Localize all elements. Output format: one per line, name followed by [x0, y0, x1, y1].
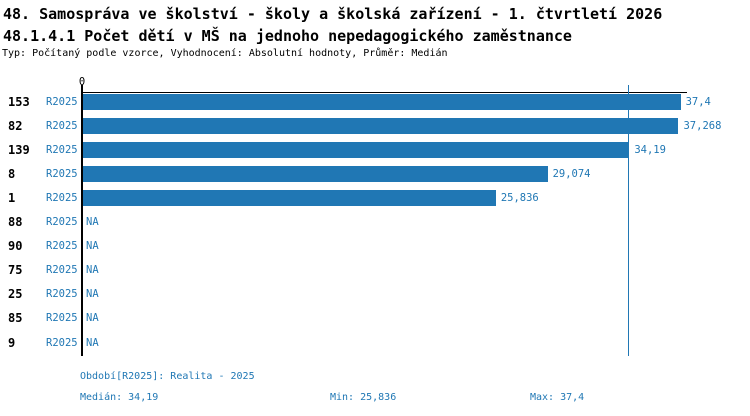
chart-row: 85 R2025 NA: [0, 306, 750, 330]
bar-value-label: 37,4: [685, 95, 711, 108]
chart-row: 1 R2025 25,836: [0, 186, 750, 210]
row-period-label: R2025: [46, 336, 78, 349]
na-value-label: NA: [86, 336, 99, 349]
value-bar: [83, 189, 496, 206]
row-period-label: R2025: [46, 264, 78, 277]
footer-max-stat: Max: 37,4: [530, 392, 585, 403]
row-period-label: R2025: [46, 240, 78, 253]
chart-row: 88 R2025 NA: [0, 210, 750, 234]
bar-value-label: 29,074: [552, 167, 591, 180]
row-id-label: 153: [8, 94, 30, 109]
chart-row: 153 R2025 37,4: [0, 90, 750, 114]
x-axis-line: [80, 91, 687, 93]
row-id-label: 8: [8, 166, 16, 181]
row-id-label: 9: [8, 335, 16, 350]
row-period-label: R2025: [46, 119, 78, 132]
row-id-label: 82: [8, 118, 23, 133]
row-id-label: 85: [8, 311, 23, 326]
row-period-label: R2025: [46, 312, 78, 325]
bar-value-label: 25,836: [500, 191, 539, 204]
row-id-label: 90: [8, 239, 23, 254]
value-bar: [83, 93, 681, 110]
footer-period-legend: Období[R2025]: Realita - 2025: [80, 371, 255, 382]
bar-value-label: 34,19: [634, 143, 666, 156]
footer-min-stat: Min: 25,836: [330, 392, 397, 403]
median-reference-line: [627, 84, 630, 356]
bar-value-label: 37,268: [683, 119, 722, 132]
y-axis-line: [80, 85, 83, 356]
row-id-label: 139: [8, 142, 30, 157]
row-id-label: 1: [8, 190, 16, 205]
na-value-label: NA: [86, 240, 99, 253]
chart-row: 82 R2025 37,268: [0, 114, 750, 138]
footer-median-stat: Medián: 34,19: [80, 392, 159, 403]
value-bar: [83, 117, 679, 134]
na-value-label: NA: [86, 312, 99, 325]
na-value-label: NA: [86, 216, 99, 228]
chart-row: 8 R2025 29,074: [0, 162, 750, 186]
value-bar: [83, 141, 630, 158]
row-period-label: R2025: [46, 288, 78, 301]
chart-row: 90 R2025 NA: [0, 234, 750, 258]
chart-title: 48. Samospráva ve školství - školy a ško…: [3, 5, 663, 23]
row-period-label: R2025: [46, 167, 78, 180]
chart-meta-line: Typ: Počítaný podle vzorce, Vyhodnocení:…: [2, 48, 448, 59]
row-id-label: 25: [8, 287, 23, 302]
chart-row: 25 R2025 NA: [0, 282, 750, 306]
row-id-label: 75: [8, 263, 23, 278]
row-period-label: R2025: [46, 216, 78, 228]
x-axis-zero-tick-label: 0: [78, 76, 86, 88]
chart-subtitle: 48.1.4.1 Počet dětí v MŠ na jednoho nepe…: [3, 27, 572, 45]
chart-row: 75 R2025 NA: [0, 258, 750, 282]
na-value-label: NA: [86, 288, 99, 301]
row-id-label: 88: [8, 215, 23, 229]
row-period-label: R2025: [46, 191, 78, 204]
value-bar: [83, 165, 548, 182]
na-value-label: NA: [86, 264, 99, 277]
chart-row: 9 R2025 NA: [0, 331, 750, 355]
row-period-label: R2025: [46, 143, 78, 156]
chart-row: 139 R2025 34,19: [0, 138, 750, 162]
row-period-label: R2025: [46, 95, 78, 108]
